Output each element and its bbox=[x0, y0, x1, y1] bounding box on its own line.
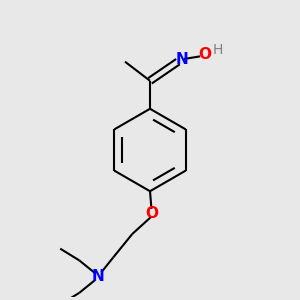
Text: N: N bbox=[175, 52, 188, 67]
Text: H: H bbox=[212, 43, 223, 57]
Text: O: O bbox=[146, 206, 159, 221]
Text: O: O bbox=[198, 47, 211, 62]
Text: N: N bbox=[92, 269, 105, 284]
